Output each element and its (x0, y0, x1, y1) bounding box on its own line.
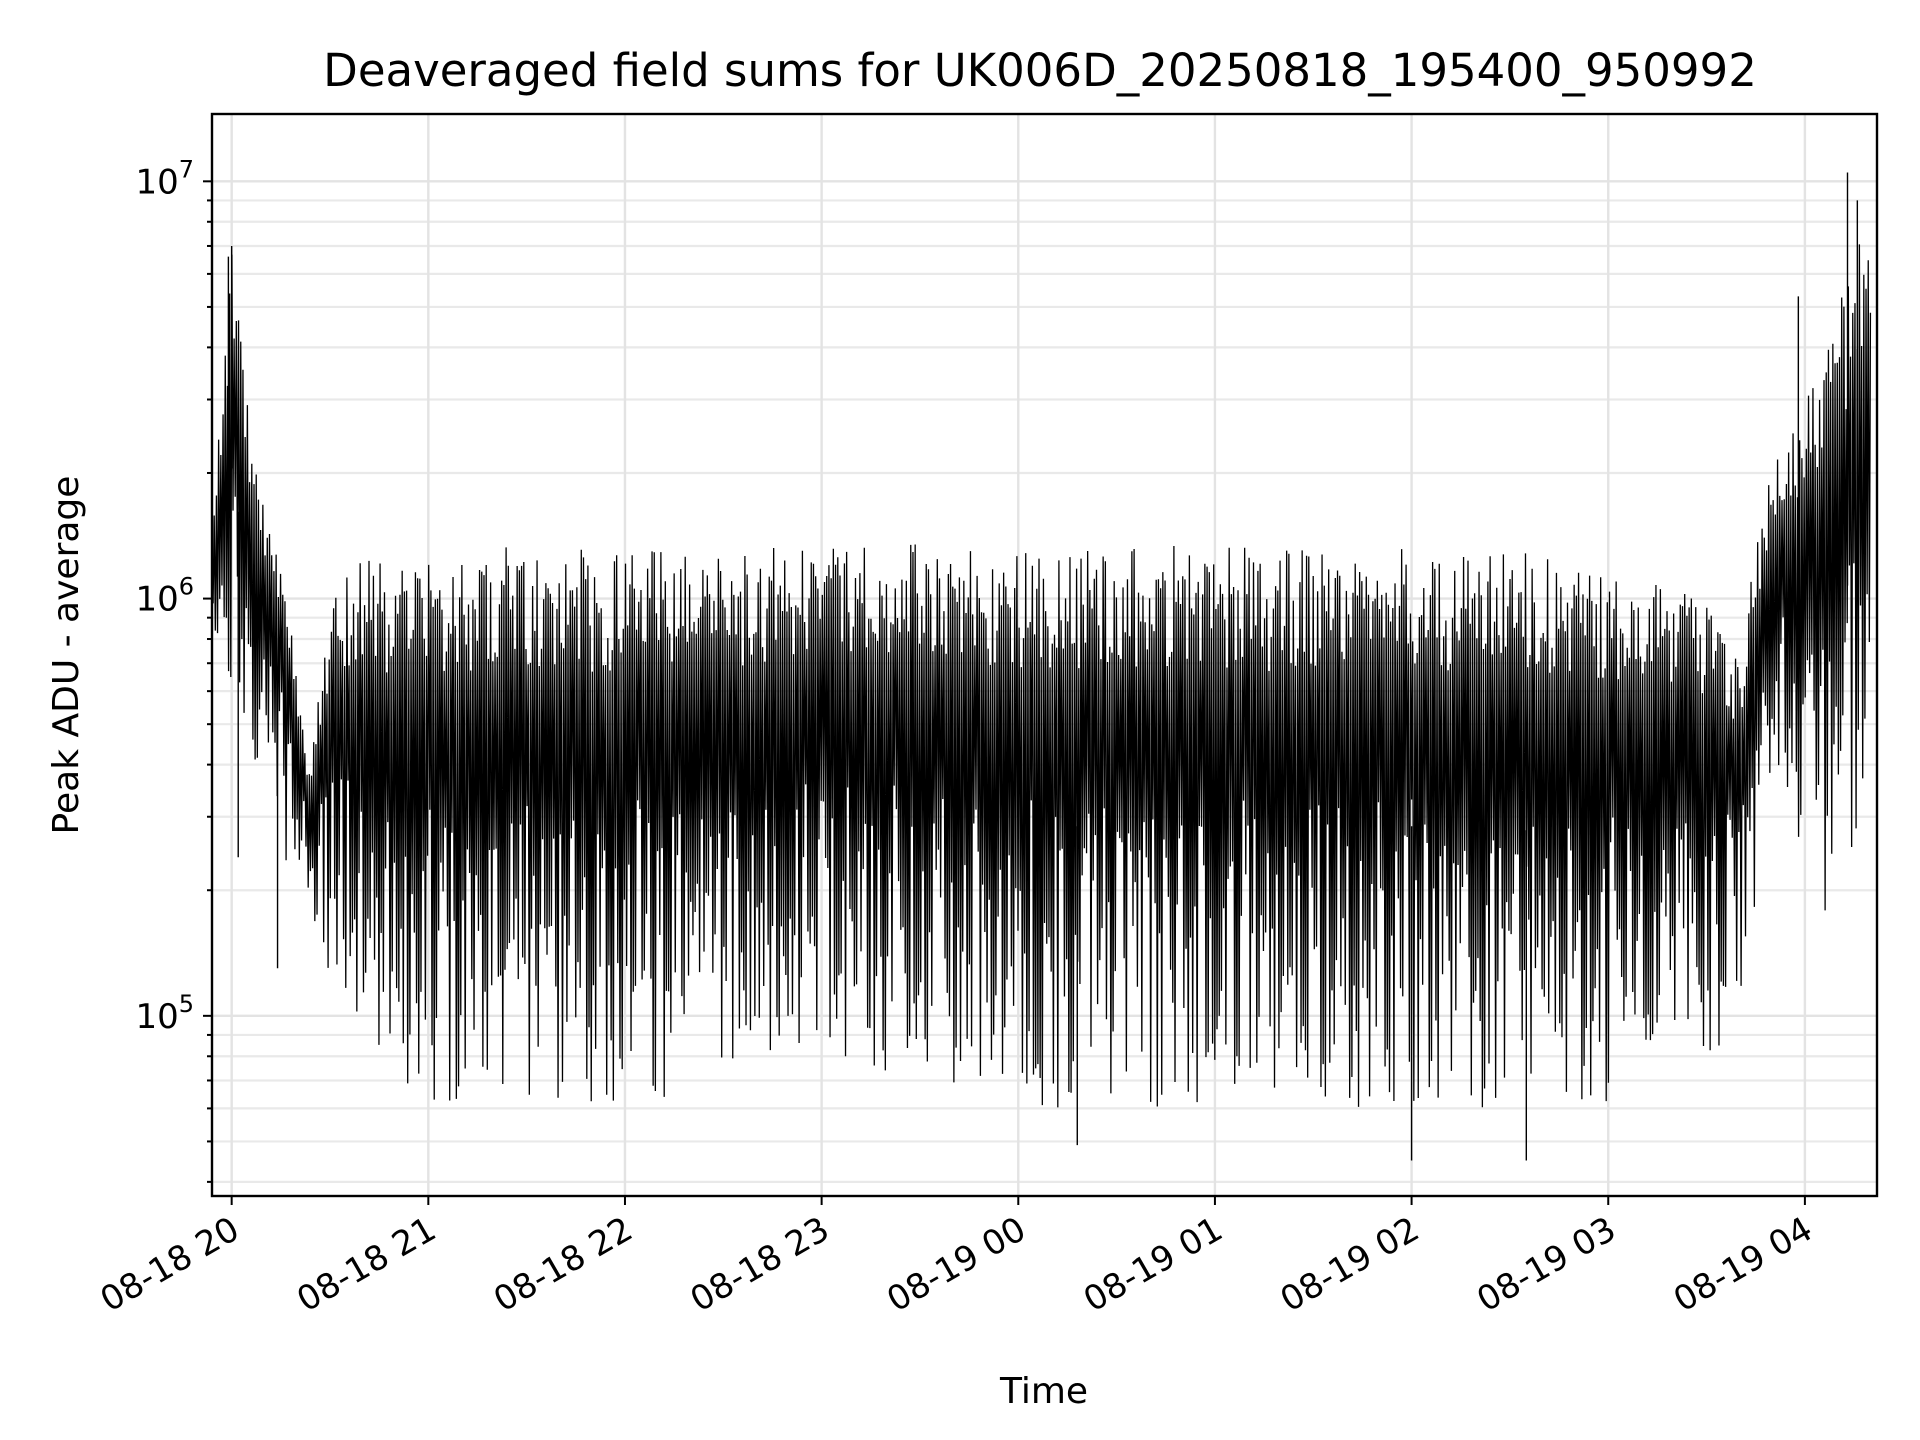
y-tick-label: 107 (135, 155, 194, 202)
y-tick-label: 106 (135, 573, 194, 620)
x-tick-label: 08-19 01 (1077, 1209, 1229, 1320)
x-tick-label: 08-19 03 (1470, 1209, 1622, 1320)
x-tick-label: 08-18 20 (94, 1209, 246, 1320)
y-axis-label: Peak ADU - average (46, 476, 87, 835)
x-tick-label: 08-18 22 (487, 1209, 639, 1320)
x-tick-label: 08-18 23 (684, 1209, 836, 1320)
chart-title: Deaveraged field sums for UK006D_2025081… (323, 44, 1757, 97)
x-tick-label: 08-19 04 (1667, 1209, 1819, 1320)
x-tick-label: 08-19 00 (880, 1209, 1032, 1320)
x-axis-label: Time (999, 1371, 1088, 1412)
series-line (211, 244, 1872, 1108)
plot-frame (210, 112, 1879, 1198)
series-layer (211, 172, 1872, 1161)
x-tick-label: 08-18 21 (290, 1209, 442, 1320)
x-tick-label: 08-19 02 (1274, 1209, 1426, 1320)
y-tick-label: 105 (135, 990, 194, 1037)
